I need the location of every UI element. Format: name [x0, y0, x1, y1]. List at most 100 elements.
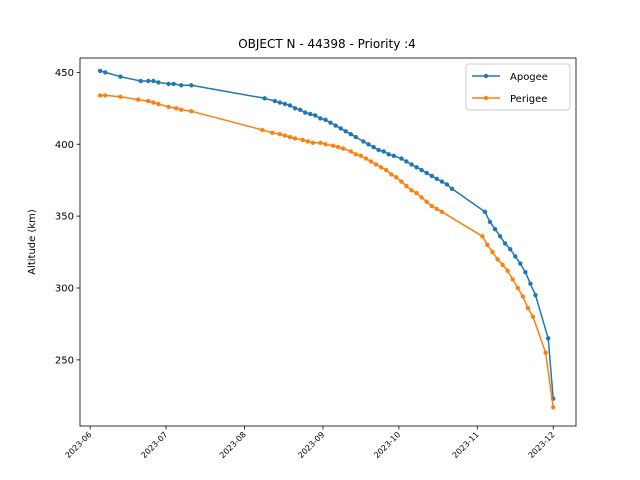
y-axis: 250 300 350 400 450 — [55, 68, 80, 366]
apogee-point — [318, 116, 323, 121]
apogee-point — [434, 176, 439, 181]
apogee-point — [189, 83, 194, 88]
perigee-point — [318, 140, 323, 145]
apogee-point — [487, 219, 493, 225]
perigee-point — [409, 188, 414, 193]
perigee-point — [399, 179, 404, 184]
perigee-point — [419, 195, 424, 200]
apogee-point — [391, 153, 396, 158]
y-tick-label: 250 — [55, 355, 74, 366]
apogee-point — [546, 336, 551, 341]
perigee-point — [520, 294, 526, 299]
perigee-point — [373, 162, 379, 167]
perigee-point — [146, 98, 151, 104]
legend-perigee-label: Perigee — [510, 94, 547, 105]
apogee-point — [381, 149, 386, 154]
apogee-point — [308, 111, 313, 117]
perigee-point — [136, 97, 141, 102]
apogee-point — [328, 120, 333, 125]
perigee-point — [439, 209, 445, 214]
perigee-point — [260, 127, 265, 133]
apogee-point — [518, 261, 523, 266]
legend: Apogee Perigee — [465, 63, 571, 111]
plot-background — [80, 58, 576, 426]
perigee-point — [510, 277, 515, 282]
perigee-point — [551, 405, 556, 410]
chart-title: OBJECT N - 44398 - Priority :4 — [238, 37, 416, 51]
perigee-point — [118, 94, 123, 100]
apogee-point — [166, 81, 171, 87]
apogee-point — [502, 241, 508, 246]
perigee-point — [103, 93, 108, 98]
perigee-point — [515, 285, 520, 291]
apogee-point — [262, 96, 267, 101]
perigee-point — [480, 234, 485, 239]
perigee-point — [189, 109, 194, 114]
apogee-point — [497, 234, 503, 239]
y-tick-label: 400 — [55, 140, 74, 151]
apogee-point — [156, 80, 161, 85]
perigee-point — [429, 203, 434, 209]
perigee-point — [300, 137, 305, 143]
perigee-point — [358, 153, 364, 158]
perigee-point — [348, 149, 353, 154]
perigee-point — [495, 257, 500, 262]
apogee-point — [419, 167, 424, 173]
perigee-point — [305, 139, 310, 144]
apogee-point — [303, 110, 308, 115]
apogee-point — [513, 254, 518, 259]
perigee-point — [323, 142, 328, 147]
legend-perigee-marker — [483, 95, 489, 101]
perigee-point — [174, 106, 179, 111]
perigee-point — [404, 183, 409, 189]
perigee-point — [389, 172, 394, 177]
apogee-point — [439, 179, 445, 184]
perigee-point — [151, 100, 156, 105]
y-axis-title: Altitude (km) — [27, 209, 38, 275]
perigee-point — [179, 107, 184, 113]
apogee-point — [404, 159, 409, 164]
apogee-point — [98, 68, 103, 74]
perigee-point — [500, 262, 505, 268]
perigee-point — [378, 165, 384, 170]
plot-frame — [79, 57, 577, 427]
apogee-point — [323, 117, 328, 123]
perigee-point — [292, 136, 298, 141]
perigee-point — [525, 305, 531, 311]
apogee-point — [313, 113, 318, 118]
apogee-point — [386, 152, 391, 157]
perigee-point — [363, 156, 369, 161]
perigee-point — [368, 159, 374, 164]
apogee-point — [371, 144, 376, 150]
apogee-point — [361, 139, 366, 144]
apogee-point — [287, 103, 293, 108]
apogee-point — [282, 101, 288, 107]
perigee-point — [394, 175, 399, 180]
apogee-point — [146, 78, 151, 84]
apogee-point — [348, 132, 353, 137]
apogee-point — [138, 78, 143, 84]
legend-apogee-marker — [483, 73, 489, 79]
apogee-point — [429, 173, 434, 179]
perigee-point — [434, 206, 439, 212]
apogee-point — [424, 170, 429, 176]
apogee-point — [399, 156, 404, 161]
apogee-point — [508, 247, 513, 252]
perigee-point — [341, 146, 346, 151]
apogee-point — [482, 209, 488, 214]
perigee-point — [335, 144, 341, 150]
perigee-point — [543, 350, 548, 355]
perigee-point — [530, 314, 536, 319]
perigee-point — [277, 132, 283, 137]
series-layer — [98, 68, 556, 410]
apogee-point — [292, 106, 298, 111]
apogee-point — [533, 293, 538, 298]
perigee-point — [287, 134, 293, 140]
perigee-point — [166, 104, 171, 110]
perigee-point — [270, 130, 275, 135]
perigee-point — [490, 249, 495, 255]
perigee-point — [505, 268, 510, 273]
perigee-point — [282, 133, 288, 138]
perigee-point — [156, 101, 161, 107]
